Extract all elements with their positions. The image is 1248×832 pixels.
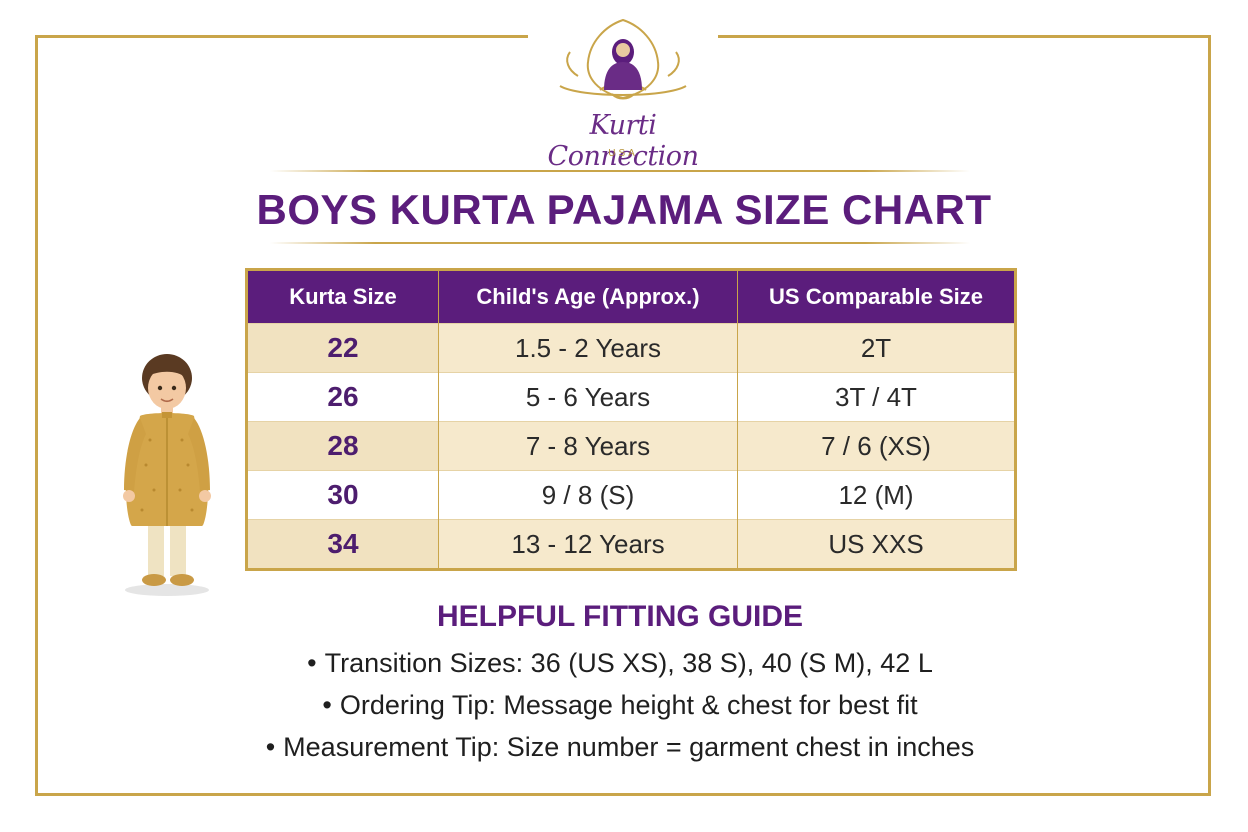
us-size-cell: 7 / 6 (XS)	[737, 421, 1016, 471]
kurta-size-cell: 30	[246, 470, 439, 520]
us-size-cell: 3T / 4T	[737, 372, 1016, 422]
table-row: 26 5 - 6 Years 3T / 4T	[246, 372, 1016, 422]
age-cell: 1.5 - 2 Years	[438, 323, 738, 373]
list-item: • Transition Sizes: 36 (US XS), 38 S), 40…	[0, 642, 1240, 684]
frame-gap	[528, 28, 718, 44]
age-cell: 13 - 12 Years	[438, 519, 738, 570]
page-title: BOYS KURTA PAJAMA SIZE CHART	[256, 186, 992, 233]
bullet: •	[307, 648, 317, 678]
title-rule-top	[270, 170, 970, 172]
table-header-row: Kurta Size Child's Age (Approx.) US Comp…	[246, 269, 1016, 324]
table-row: 22 1.5 - 2 Years 2T	[246, 323, 1016, 373]
fitting-guide-title: HELPFUL FITTING GUIDE	[436, 600, 804, 633]
table-row: 34 13 - 12 Years US XXS	[246, 519, 1016, 570]
age-cell: 5 - 6 Years	[438, 372, 738, 422]
bullet: •	[322, 690, 332, 720]
us-size-cell: US XXS	[737, 519, 1016, 570]
us-size-cell: 2T	[737, 323, 1016, 373]
boy-in-kurta-illustration	[112, 350, 222, 600]
col-header-kurta-size: Kurta Size	[246, 269, 439, 324]
brand-logo: Kurti Connection USA	[520, 12, 726, 172]
list-item: • Ordering Tip: Message height & chest fo…	[0, 684, 1240, 726]
tip-text: Ordering Tip: Message height & chest for…	[339, 690, 918, 720]
tip-text: Transition Sizes: 36 (US XS), 38 S), 40 …	[324, 648, 933, 678]
size-table: Kurta Size Child's Age (Approx.) US Comp…	[245, 268, 1017, 571]
title-rule-bottom	[270, 242, 970, 244]
age-cell: 9 / 8 (S)	[438, 470, 738, 520]
kurta-size-cell: 26	[246, 372, 439, 422]
brand-logo-icon	[559, 18, 687, 100]
list-item: • Measurement Tip: Size number = garment …	[0, 726, 1240, 768]
us-size-cell: 12 (M)	[737, 470, 1016, 520]
bullet: •	[265, 732, 276, 762]
kurta-size-cell: 28	[246, 421, 439, 471]
table-row: 28 7 - 8 Years 7 / 6 (XS)	[246, 421, 1016, 471]
brand-name: Kurti Connection	[547, 110, 699, 172]
col-header-age: Child's Age (Approx.)	[438, 269, 738, 324]
table-row: 30 9 / 8 (S) 12 (M)	[246, 470, 1016, 520]
kurta-size-cell: 22	[246, 323, 439, 373]
col-header-us-size: US Comparable Size	[737, 269, 1016, 324]
tip-text: Measurement Tip: Size number = garment c…	[283, 732, 975, 762]
age-cell: 7 - 8 Years	[438, 421, 738, 471]
fitting-guide-tips: • Transition Sizes: 36 (US XS), 38 S), 40…	[0, 642, 1240, 768]
kurta-size-cell: 34	[246, 519, 439, 570]
brand-sub: USA	[608, 148, 638, 159]
